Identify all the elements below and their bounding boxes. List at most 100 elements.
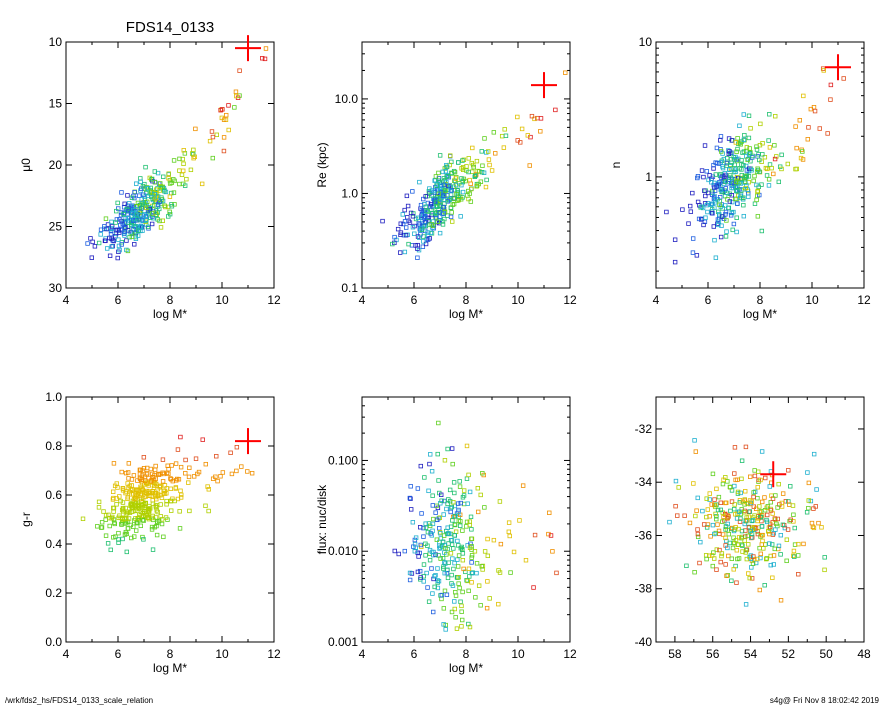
x-tick-label: 12 — [267, 293, 281, 307]
data-point — [450, 518, 455, 523]
data-point — [520, 483, 526, 488]
data-point — [136, 228, 141, 233]
data-point — [768, 500, 773, 505]
data-point — [741, 112, 746, 117]
data-point — [186, 480, 191, 485]
data-point — [98, 227, 104, 232]
data-point — [139, 217, 145, 223]
x-tick-label: 10 — [511, 647, 525, 661]
data-point — [457, 484, 463, 489]
data-point — [675, 513, 680, 518]
data-point — [421, 574, 426, 579]
x-tick-label: 8 — [463, 293, 470, 307]
data-point — [474, 183, 480, 189]
data-point — [107, 515, 112, 521]
data-point — [141, 192, 146, 198]
data-point — [739, 167, 744, 172]
data-point — [710, 522, 716, 528]
data-point — [469, 570, 475, 576]
data-point — [163, 515, 169, 520]
data-point — [114, 217, 120, 222]
data-point — [473, 595, 478, 600]
data-point — [775, 505, 780, 510]
data-point — [220, 107, 225, 112]
data-point — [407, 570, 413, 576]
data-point — [746, 542, 751, 547]
data-point — [474, 561, 480, 566]
data-point — [400, 212, 405, 217]
data-point — [783, 499, 789, 504]
data-point — [451, 500, 456, 505]
data-point — [443, 627, 448, 632]
data-point — [459, 603, 464, 609]
data-point — [680, 207, 685, 212]
data-point — [686, 221, 691, 226]
data-point — [813, 504, 818, 509]
data-point — [754, 197, 759, 203]
data-point — [771, 562, 776, 567]
data-point — [748, 500, 753, 506]
data-point — [444, 174, 449, 179]
data-point — [90, 239, 95, 245]
data-point — [455, 557, 460, 562]
data-point — [120, 221, 125, 226]
data-point — [117, 494, 122, 499]
footer-path: /wrk/fds2_hs/FDS14_0133_scale_relation — [5, 696, 154, 705]
data-point — [721, 156, 727, 162]
data-point — [425, 585, 430, 590]
data-point — [771, 171, 776, 177]
data-point — [785, 161, 791, 167]
data-point — [767, 145, 773, 150]
x-tick-label: 4 — [63, 293, 70, 307]
data-point — [770, 575, 775, 580]
data-point — [705, 507, 710, 512]
data-point — [800, 149, 805, 154]
data-point — [451, 566, 456, 572]
data-point — [411, 544, 416, 549]
data-point — [435, 585, 441, 591]
data-point — [435, 578, 440, 583]
data-point — [452, 606, 457, 612]
data-point — [421, 234, 426, 239]
data-point — [742, 179, 748, 184]
data-point — [140, 534, 145, 540]
data-point — [459, 609, 464, 614]
data-point — [209, 129, 215, 134]
data-point — [729, 526, 734, 532]
x-tick-label: 8 — [757, 293, 764, 307]
data-point — [751, 178, 756, 184]
data-point — [692, 569, 697, 575]
data-point — [811, 506, 816, 511]
data-point — [736, 526, 741, 532]
data-point — [153, 505, 159, 510]
data-point — [792, 525, 797, 531]
data-point — [449, 446, 455, 451]
data-point — [450, 202, 455, 207]
data-point — [108, 547, 113, 553]
data-point — [133, 211, 139, 217]
data-point — [162, 203, 167, 208]
data-point — [502, 127, 507, 132]
data-point — [763, 165, 769, 171]
data-point — [727, 199, 733, 204]
data-point — [122, 532, 128, 537]
data-point — [171, 190, 177, 195]
data-point — [701, 522, 707, 527]
data-point — [749, 576, 755, 581]
data-point — [410, 214, 416, 219]
data-point — [237, 68, 242, 73]
x-tick-label: 6 — [705, 293, 712, 307]
data-point — [755, 189, 760, 194]
data-point — [727, 484, 733, 490]
data-point — [159, 521, 165, 527]
data-point — [474, 184, 479, 189]
data-point — [177, 509, 182, 514]
data-point — [465, 578, 470, 584]
data-point — [764, 556, 769, 562]
data-point — [766, 138, 771, 143]
data-point — [503, 133, 509, 138]
data-point — [727, 540, 733, 546]
data-point — [695, 495, 700, 501]
data-point — [532, 116, 537, 122]
data-point — [207, 138, 213, 144]
